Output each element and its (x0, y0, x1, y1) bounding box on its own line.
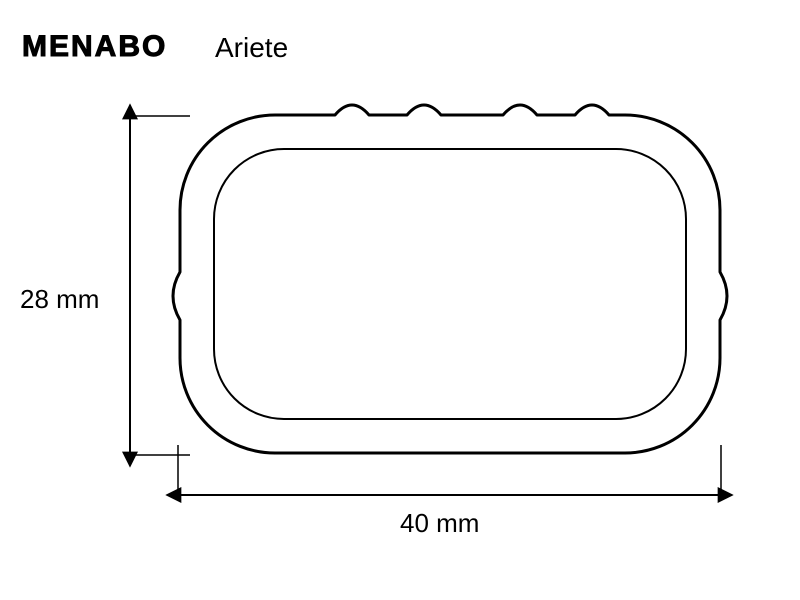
cross-section-drawing (0, 0, 800, 600)
canvas: MENABO Ariete 28 mm 40 mm (0, 0, 800, 600)
